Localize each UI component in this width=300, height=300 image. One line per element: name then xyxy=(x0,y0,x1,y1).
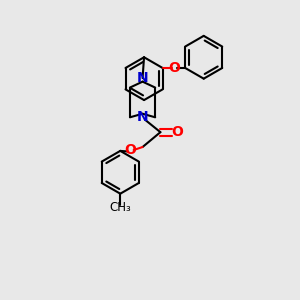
Text: N: N xyxy=(137,71,148,85)
Text: N: N xyxy=(137,110,148,124)
Text: O: O xyxy=(172,125,184,139)
Text: CH₃: CH₃ xyxy=(110,201,131,214)
Text: O: O xyxy=(125,143,136,157)
Text: O: O xyxy=(168,61,180,75)
